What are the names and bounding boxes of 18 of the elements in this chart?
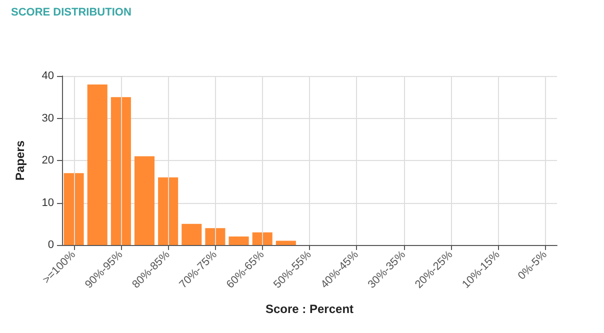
bar [87, 84, 108, 245]
y-tick-label: 10 [42, 196, 54, 209]
bar [64, 173, 84, 245]
y-tick-label: 20 [42, 154, 54, 166]
y-tick-label: 40 [42, 70, 54, 82]
bar [205, 228, 226, 245]
bar [228, 236, 249, 245]
x-axis-title: Score : Percent [265, 302, 354, 316]
y-axis-title: Papers [13, 140, 27, 181]
bar [134, 156, 155, 245]
bar [158, 177, 178, 245]
chart-title: SCORE DISTRIBUTION [11, 6, 132, 18]
y-tick-label: 30 [42, 112, 54, 124]
bar [276, 240, 296, 245]
bar [182, 224, 202, 245]
bar [110, 97, 131, 245]
bar [252, 232, 272, 245]
y-tick-label: 0 [48, 239, 54, 251]
